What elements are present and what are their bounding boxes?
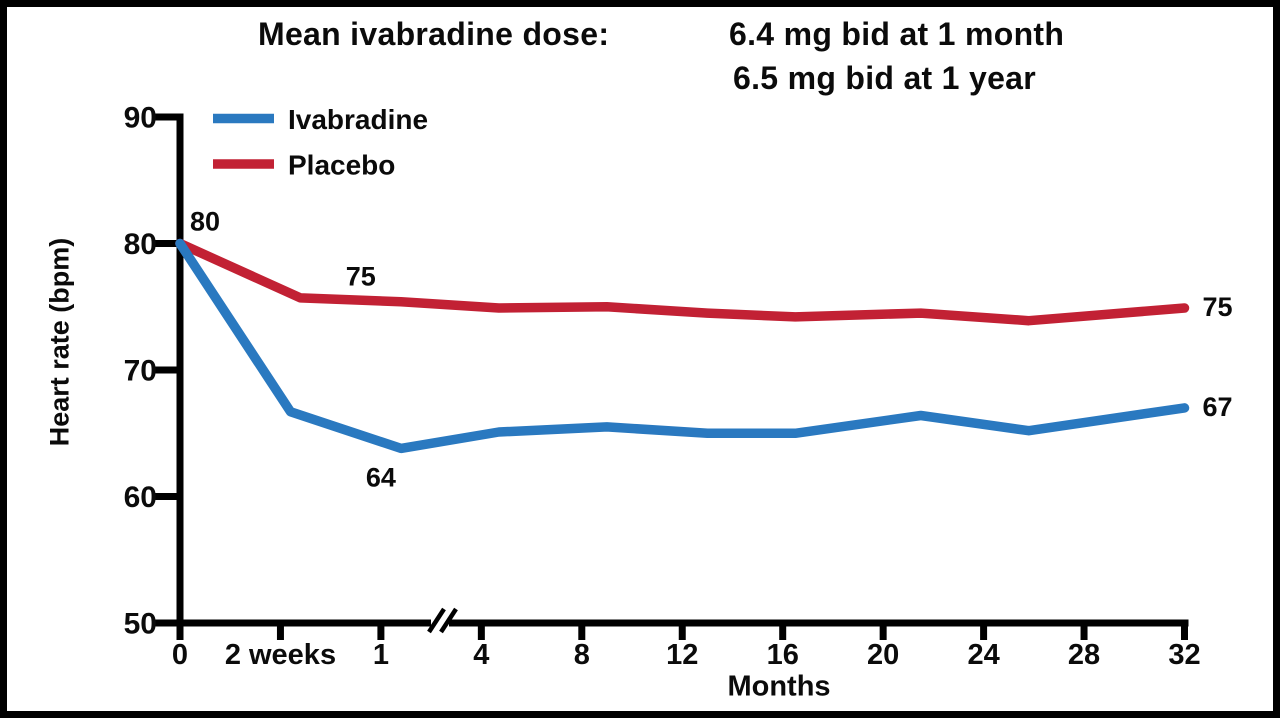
x-tick-label: 16: [767, 639, 799, 671]
legend-swatch-placebo: [213, 159, 274, 169]
legend-label-placebo: Placebo: [288, 150, 395, 181]
x-tick-label: 2 weeks: [225, 639, 336, 671]
legend-label-ivabradine: Ivabradine: [288, 104, 428, 135]
x-tick-label: 28: [1068, 639, 1100, 671]
data-label: 80: [190, 207, 220, 237]
chart-title-prefix: Mean ivabradine dose:: [258, 16, 610, 52]
y-tick-label: 70: [124, 355, 157, 388]
y-axis-title: Heart rate (bpm): [44, 237, 75, 447]
x-tick-label: 12: [666, 639, 698, 671]
x-tick-label: 32: [1168, 639, 1200, 671]
series-line-placebo: [175, 238, 1190, 326]
y-tick-label: 60: [124, 481, 157, 514]
y-tick-label: 90: [124, 102, 157, 135]
chart-title-dose-month: 6.4 mg bid at 1 month: [729, 16, 1065, 52]
x-tick-label: 8: [574, 639, 590, 671]
axis-break-icon: [439, 607, 458, 634]
y-tick-label: 80: [124, 228, 157, 261]
data-label: 64: [366, 462, 396, 492]
x-tick-label: 20: [867, 639, 899, 671]
axis-break-gap: [431, 618, 449, 628]
y-tick-label: 50: [124, 608, 157, 641]
data-label: 75: [346, 261, 376, 291]
series-line-ivabradine: [175, 238, 1190, 454]
x-tick-label: 0: [172, 639, 188, 671]
x-tick-label: 4: [473, 639, 489, 671]
chart-title-dose-year: 6.5 mg bid at 1 year: [733, 60, 1037, 96]
data-label: 67: [1203, 392, 1233, 422]
x-tick-label: 1: [373, 639, 389, 671]
x-axis-title: Months: [727, 670, 831, 703]
axis-break-icon: [427, 607, 446, 634]
data-label: 75: [1203, 292, 1233, 322]
legend-swatch-ivabradine: [213, 113, 274, 124]
x-tick-label: 24: [967, 639, 999, 671]
